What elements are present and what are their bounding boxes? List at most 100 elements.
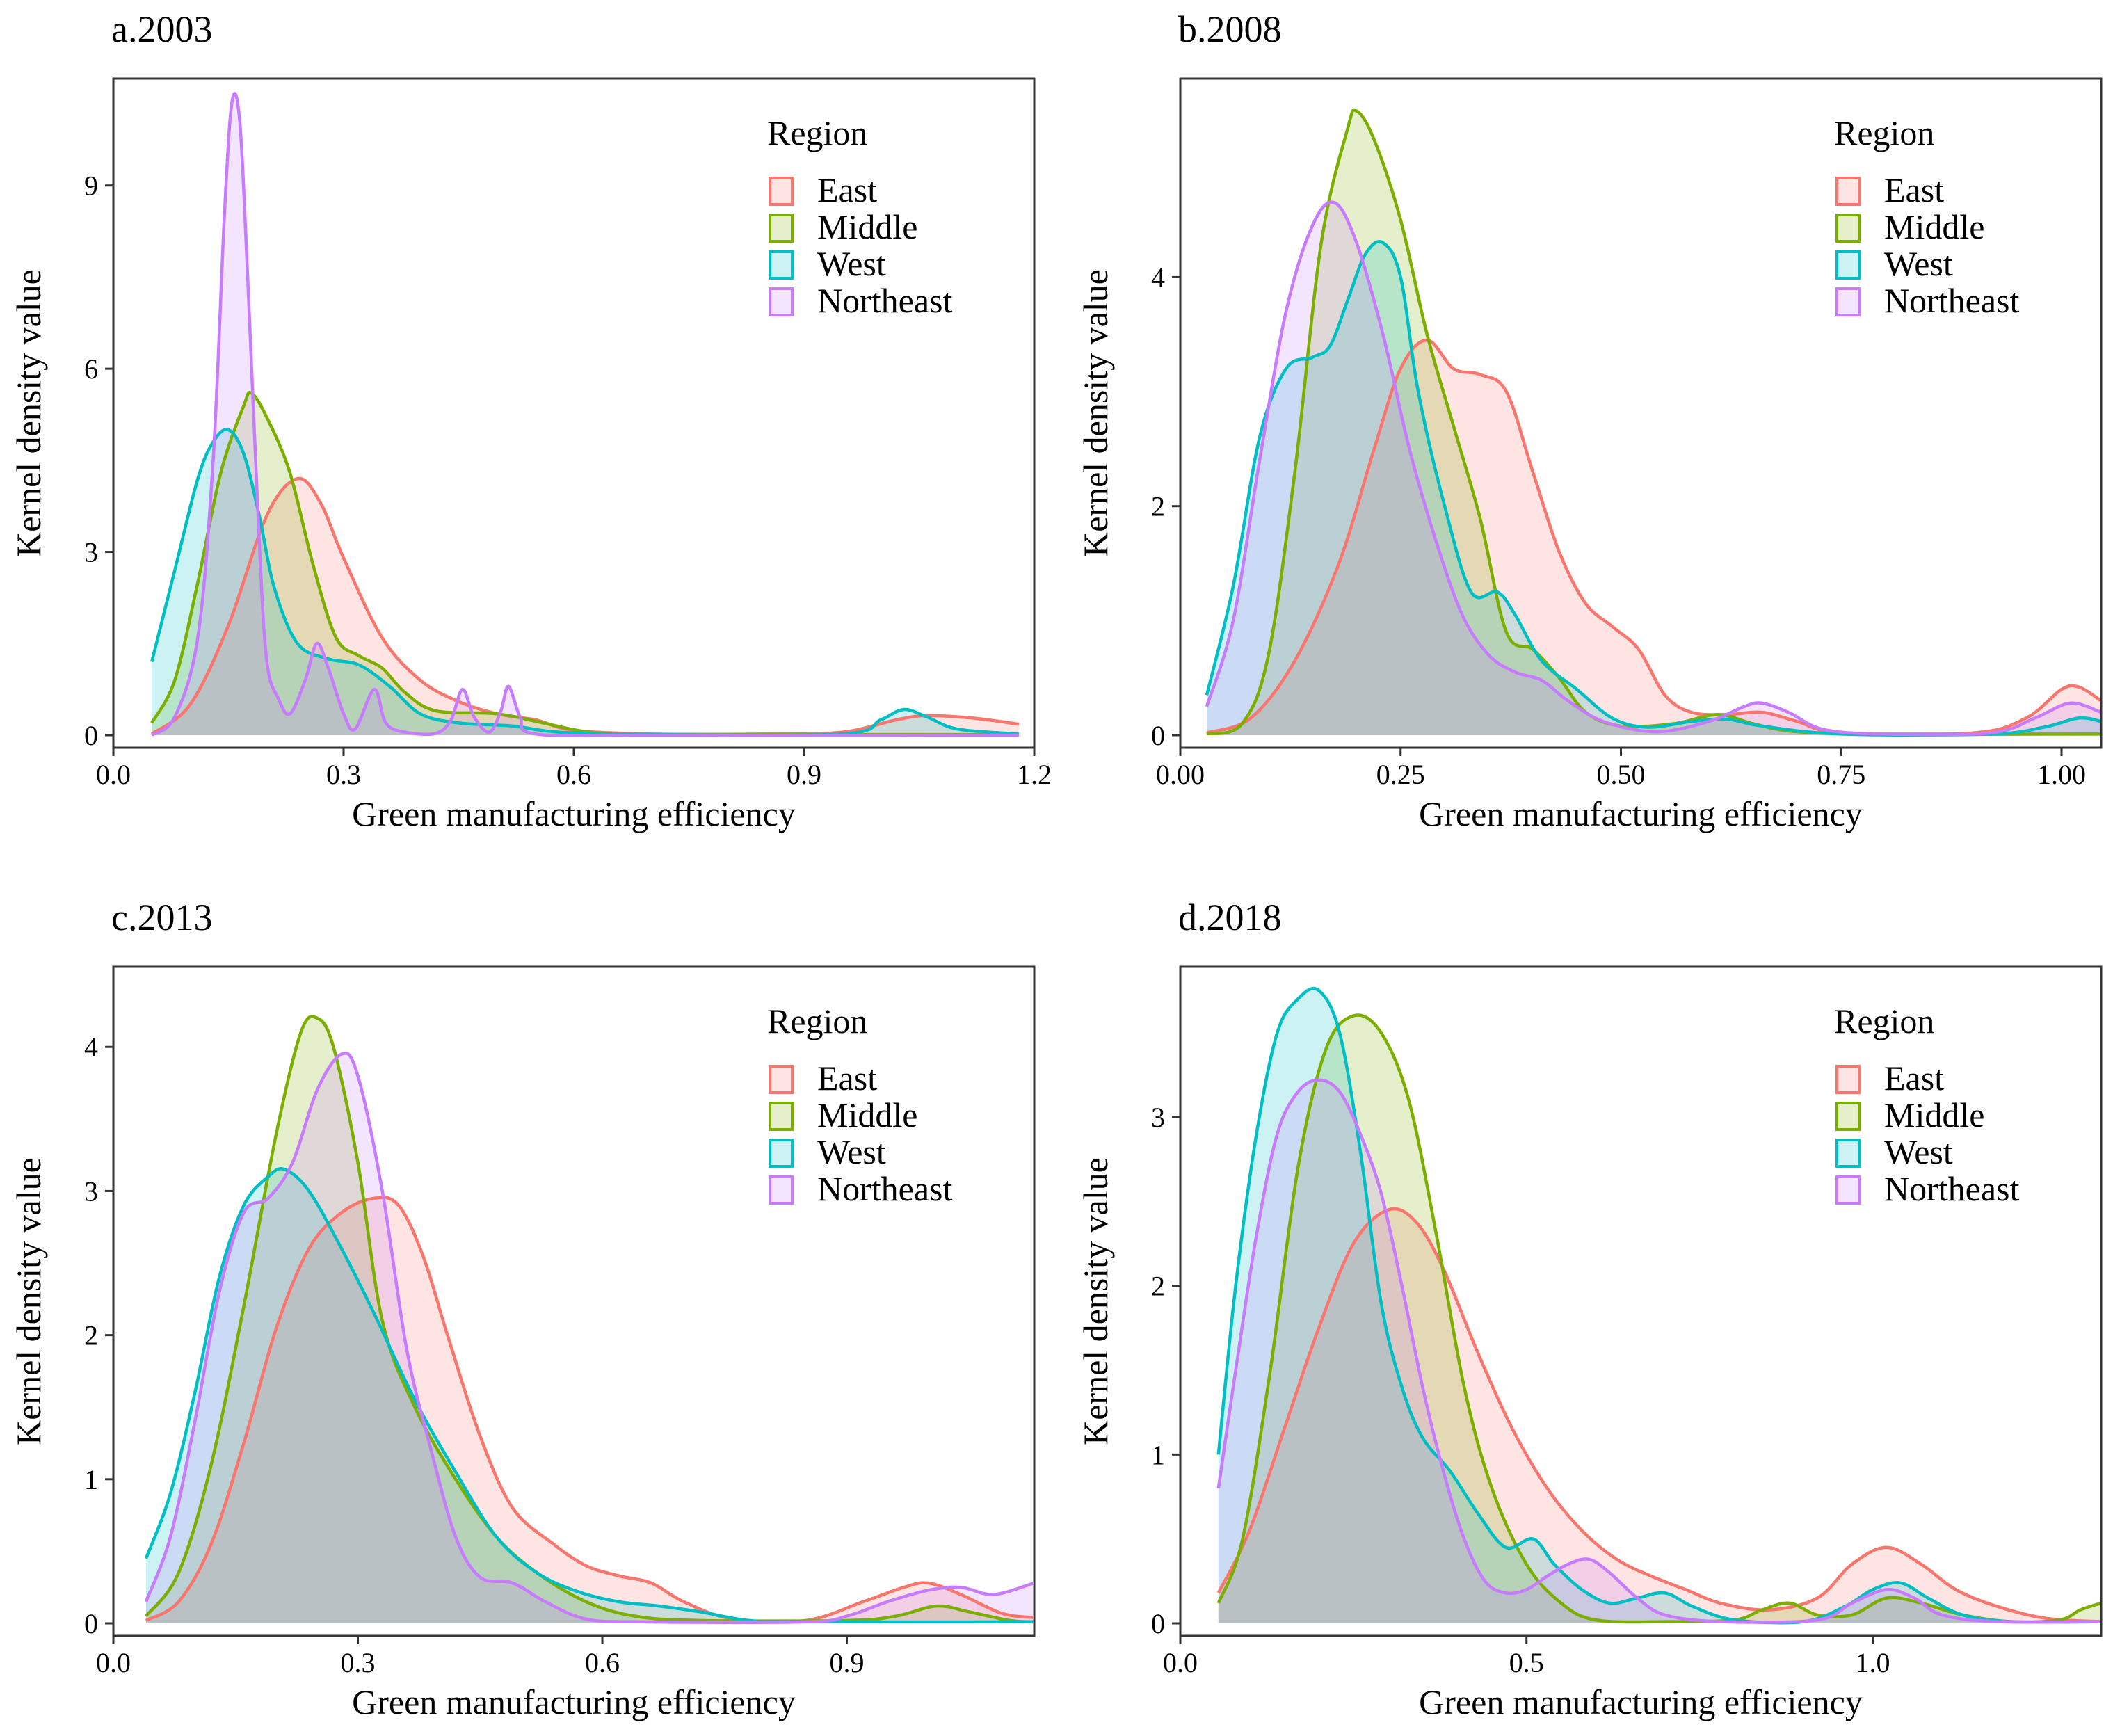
plot-frame — [1179, 77, 2103, 749]
density-area-middle — [1218, 1015, 2100, 1623]
legend-label-northeast: Northeast — [1884, 281, 2019, 320]
density-area-northeast — [1207, 202, 2100, 735]
legend-label-middle: Middle — [1884, 207, 1984, 246]
legend-key-northeast — [769, 1175, 794, 1205]
density-area-west — [152, 429, 1019, 736]
plot-frame — [112, 965, 1036, 1637]
density-line-east — [145, 1196, 1034, 1624]
y-axis-title: Kernel density value — [1076, 269, 1115, 557]
density-area-northeast — [152, 93, 1019, 736]
plot-area — [150, 92, 1020, 737]
x-axis-title: Green manufacturing efficiency — [1419, 794, 1863, 833]
legend-key-east — [769, 1065, 794, 1094]
y-axis-title: Kernel density value — [9, 1157, 48, 1445]
density-area-west — [1207, 241, 2100, 735]
legend-title: Region — [767, 1002, 867, 1040]
density-line-west — [1205, 240, 2100, 737]
legend-key-west — [769, 1139, 794, 1168]
legend-key-middle — [769, 214, 794, 243]
x-tick-label: 1.2 — [1017, 759, 1052, 790]
legend-label-middle: Middle — [1884, 1095, 1984, 1134]
legend-label-east: East — [817, 170, 877, 209]
y-tick-label: 0 — [1151, 1608, 1165, 1639]
density-line-northeast — [150, 92, 1019, 737]
x-tick-label: 0.5 — [1509, 1647, 1544, 1678]
panel-title: d.2018 — [1178, 897, 1282, 938]
legend-title: Region — [1834, 113, 1934, 152]
density-line-middle — [1206, 108, 2100, 736]
legend-label-northeast: Northeast — [817, 1169, 952, 1208]
legend-key-northeast — [769, 287, 794, 316]
y-tick-label: 0 — [84, 720, 98, 751]
y-tick-label: 4 — [1151, 262, 1165, 293]
y-tick-label: 1 — [1151, 1439, 1165, 1470]
x-tick-label: 0.6 — [556, 759, 591, 790]
density-area-east — [1207, 340, 2100, 735]
density-line-northeast — [1205, 200, 2100, 737]
x-tick-label: 1.0 — [1855, 1647, 1890, 1678]
y-axis-title: Kernel density value — [1076, 1157, 1115, 1445]
x-tick-label: 0.0 — [96, 759, 131, 790]
y-tick-label: 9 — [84, 170, 98, 202]
legend-title: Region — [767, 113, 867, 152]
y-tick-label: 2 — [1151, 1271, 1165, 1302]
y-tick-label: 3 — [84, 537, 98, 568]
panel-title: c.2013 — [111, 897, 212, 938]
legend-label-east: East — [817, 1059, 877, 1098]
legend-key-northeast — [1835, 1175, 1861, 1205]
legend-key-east — [769, 177, 794, 206]
legend-label-northeast: Northeast — [817, 281, 952, 320]
panel-a-2003: a.2003 0.0 0.3 0.6 0.9 1.2 0 3 6 9 Green manufactu… — [9, 8, 1052, 833]
legend-label-west: West — [817, 1132, 886, 1171]
x-axis-title: Green manufacturing efficiency — [1419, 1682, 1863, 1721]
density-area-west — [145, 1168, 1034, 1623]
plot-frame — [112, 77, 1036, 749]
density-area-middle — [145, 1016, 1034, 1623]
legend-key-west — [769, 250, 794, 280]
density-area-west — [1218, 988, 2100, 1623]
x-tick-label: 0.00 — [1156, 759, 1205, 790]
density-line-west — [1216, 986, 2100, 1625]
y-tick-label: 3 — [1151, 1102, 1165, 1133]
legend-label-northeast: Northeast — [1884, 1169, 2019, 1208]
x-tick-label: 0.50 — [1596, 759, 1645, 790]
density-line-northeast — [144, 1052, 1034, 1624]
y-tick-label: 2 — [1151, 491, 1165, 522]
legend-key-middle — [769, 1102, 794, 1131]
panel-title: a.2003 — [111, 8, 212, 50]
y-tick-label: 6 — [84, 353, 98, 385]
legend-label-west: West — [1884, 244, 1953, 283]
legend-label-west: West — [1884, 1132, 1953, 1171]
panel-b-2008: b.2008 0.00 0.25 0.50 0.75 1.00 0 2 4 Green manuf… — [1076, 8, 2103, 833]
density-line-middle — [145, 1015, 1034, 1624]
legend-key-middle — [1835, 214, 1861, 243]
plot-area — [144, 1015, 1034, 1624]
legend-label-middle: Middle — [817, 207, 917, 246]
density-area-east — [1218, 1209, 2100, 1623]
y-tick-label: 3 — [84, 1175, 98, 1207]
y-tick-label: 0 — [84, 1608, 98, 1639]
x-axis-title: Green manufacturing efficiency — [352, 1682, 796, 1721]
legend-label-east: East — [1884, 170, 1944, 209]
legend-label-middle: Middle — [817, 1095, 917, 1134]
legend-key-west — [1835, 1139, 1861, 1168]
x-tick-label: 0.75 — [1817, 759, 1865, 790]
x-tick-label: 0.6 — [585, 1647, 620, 1678]
legend-key-northeast — [1835, 287, 1861, 316]
legend-key-east — [1835, 177, 1861, 206]
density-line-east — [1216, 1207, 2100, 1623]
legend-title: Region — [1834, 1002, 1934, 1040]
plot-area — [1216, 986, 2100, 1625]
y-axis-title: Kernel density value — [9, 269, 48, 557]
density-area-middle — [152, 392, 1019, 735]
x-tick-label: 0.3 — [341, 1647, 376, 1678]
density-area-middle — [1207, 109, 2100, 735]
density-area-northeast — [1218, 1079, 2100, 1623]
x-tick-label: 0.25 — [1376, 759, 1425, 790]
y-tick-label: 1 — [84, 1464, 98, 1495]
legend-label-east: East — [1884, 1059, 1944, 1098]
